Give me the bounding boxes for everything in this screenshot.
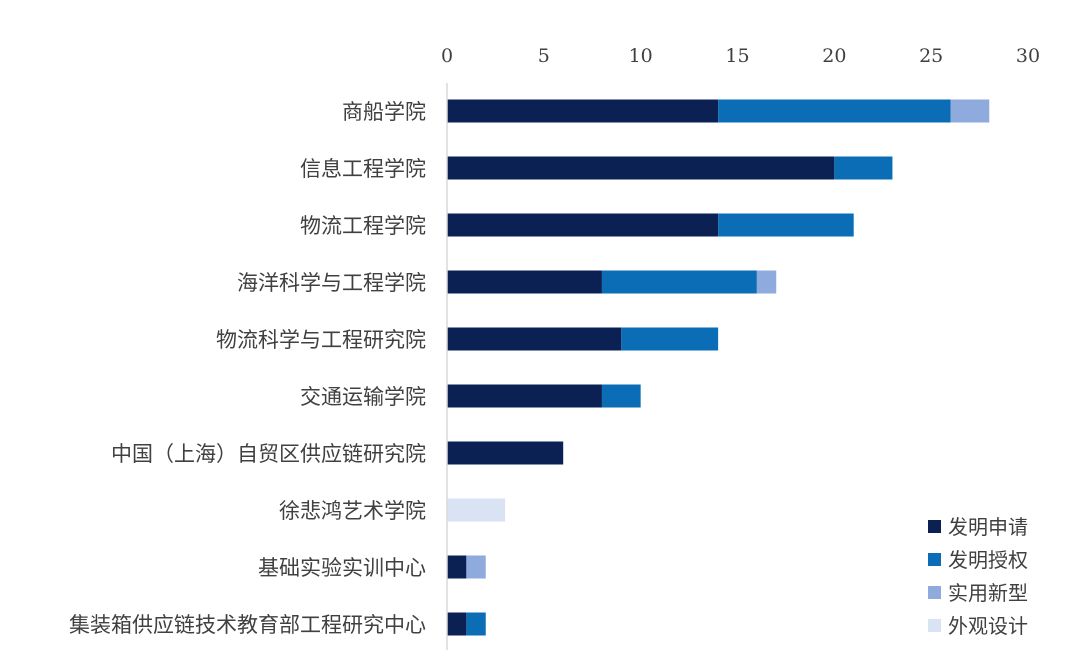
legend-label: 实用新型 [948, 581, 1028, 605]
category-label: 海洋科学与工程学院 [237, 271, 426, 295]
category-label: 物流科学与工程研究院 [216, 328, 426, 352]
bar-segment-series-1 [834, 156, 893, 180]
bar-segment-series-0 [447, 441, 564, 465]
category-label: 集装箱供应链技术教育部工程研究中心 [69, 613, 426, 637]
category-label: 中国（上海）自贸区供应链研究院 [111, 442, 426, 466]
x-tick-label: 5 [538, 45, 550, 67]
x-tick-label: 25 [919, 45, 943, 67]
bar-segment-series-0 [447, 384, 602, 408]
bar-segment-series-0 [447, 612, 467, 636]
legend-swatch [928, 586, 941, 599]
category-labels: 商船学院信息工程学院物流工程学院海洋科学与工程学院物流科学与工程研究院交通运输学… [69, 100, 426, 637]
x-tick-label: 30 [1016, 45, 1040, 67]
bars [447, 99, 990, 636]
category-label: 徐悲鸿艺术学院 [279, 499, 426, 523]
bar-segment-series-1 [718, 99, 951, 123]
x-tick-label: 10 [629, 45, 653, 67]
category-label: 商船学院 [342, 100, 426, 124]
bar-segment-series-0 [447, 156, 835, 180]
x-tick-label: 0 [441, 45, 453, 67]
legend-label: 发明申请 [948, 515, 1028, 539]
bar-segment-series-2 [466, 555, 486, 579]
legend-label: 外观设计 [948, 614, 1028, 638]
bar-segment-series-1 [621, 327, 719, 351]
bar-segment-series-0 [447, 270, 602, 294]
x-tick-label: 15 [725, 45, 749, 67]
category-label: 交通运输学院 [300, 385, 426, 409]
bar-segment-series-1 [466, 612, 486, 636]
legend-label: 发明授权 [948, 548, 1028, 572]
category-label: 物流工程学院 [300, 214, 426, 238]
bar-segment-series-0 [447, 555, 467, 579]
x-axis-ticks: 0 5 10 15 20 25 30 [441, 45, 1040, 67]
bar-segment-series-2 [756, 270, 777, 294]
bar-segment-series-0 [447, 99, 719, 123]
x-tick-label: 20 [822, 45, 846, 67]
legend-swatch [928, 520, 941, 533]
bar-segment-series-3 [447, 498, 506, 522]
bar-segment-series-1 [718, 213, 854, 237]
bar-segment-series-2 [950, 99, 990, 123]
legend-swatch [928, 619, 941, 632]
bar-segment-series-0 [447, 327, 622, 351]
legend-swatch [928, 553, 941, 566]
bar-segment-series-0 [447, 213, 719, 237]
bar-segment-series-1 [601, 384, 641, 408]
category-label: 基础实验实训中心 [258, 556, 426, 580]
bar-segment-series-1 [601, 270, 757, 294]
category-label: 信息工程学院 [300, 157, 426, 181]
